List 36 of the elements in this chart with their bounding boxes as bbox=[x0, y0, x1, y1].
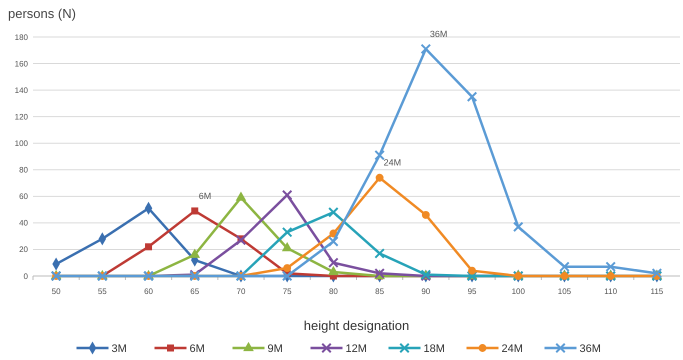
x-tick-label: 85 bbox=[375, 287, 385, 296]
y-tick-label: 140 bbox=[14, 86, 29, 95]
x-tick-label: 55 bbox=[98, 287, 108, 296]
x-tick-label: 115 bbox=[650, 287, 664, 296]
legend-label: 24M bbox=[502, 343, 523, 355]
y-tick-label: 120 bbox=[14, 112, 29, 122]
y-axis-title: persons (N) bbox=[8, 6, 76, 21]
x-tick-label: 110 bbox=[604, 287, 618, 296]
x-tick-label: 100 bbox=[512, 287, 526, 296]
legend-label: 6M bbox=[190, 343, 205, 355]
x-axis-title: height designation bbox=[304, 318, 410, 333]
x-tick-label: 60 bbox=[144, 287, 154, 296]
x-tick-label: 95 bbox=[468, 287, 478, 296]
legend-label: 36M bbox=[580, 343, 601, 355]
y-tick-label: 60 bbox=[19, 192, 29, 202]
y-tick-label: 100 bbox=[14, 139, 29, 148]
x-tick-label: 80 bbox=[328, 287, 338, 296]
x-tick-label: 90 bbox=[421, 287, 431, 296]
x-tick-label: 75 bbox=[282, 287, 292, 296]
y-tick-label: 0 bbox=[24, 272, 29, 281]
y-tick-label: 180 bbox=[14, 32, 29, 42]
y-tick-label: 160 bbox=[14, 59, 29, 68]
x-tick-label: 105 bbox=[558, 287, 572, 296]
y-tick-label: 80 bbox=[19, 166, 29, 175]
annotation: 6M bbox=[198, 190, 212, 201]
y-tick-label: 40 bbox=[19, 218, 29, 228]
x-tick-label: 70 bbox=[236, 287, 246, 296]
legend-label: 18M bbox=[424, 343, 445, 355]
x-tick-label: 65 bbox=[190, 287, 200, 296]
y-tick-label: 20 bbox=[19, 245, 29, 254]
annotation: 24M bbox=[384, 158, 402, 168]
legend-label: 3M bbox=[112, 343, 127, 355]
annotation: 36M bbox=[430, 28, 448, 39]
legend-label: 12M bbox=[346, 343, 367, 355]
x-tick-label: 50 bbox=[52, 287, 62, 296]
legend-label: 9M bbox=[268, 343, 283, 355]
